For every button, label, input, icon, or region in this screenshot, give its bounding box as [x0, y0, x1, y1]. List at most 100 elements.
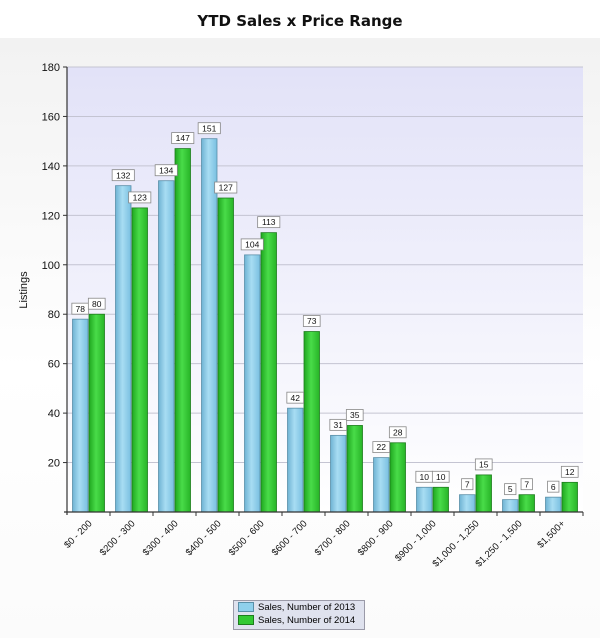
value-label-box — [111, 169, 135, 182]
y-tick-label: 140 — [42, 161, 60, 173]
bar — [330, 434, 347, 513]
value-label-box — [286, 391, 305, 404]
bar — [244, 254, 261, 513]
value-label: 132 — [116, 170, 130, 180]
bar — [502, 499, 519, 513]
legend-swatch — [238, 615, 254, 626]
legend-item: Sales, Number of 2013 — [234, 601, 364, 614]
value-label: 15 — [479, 460, 489, 470]
value-label-box — [431, 470, 450, 483]
value-label-box — [171, 132, 195, 144]
value-label-box — [240, 238, 264, 251]
value-label-box — [474, 458, 493, 471]
value-label: 80 — [92, 299, 102, 309]
value-label: 28 — [393, 427, 403, 437]
value-label: 73 — [307, 316, 317, 326]
value-label-box — [547, 480, 560, 493]
bar — [115, 185, 132, 513]
y-tick-label: 100 — [42, 260, 60, 272]
bar — [88, 313, 105, 513]
bar — [72, 318, 89, 513]
chart-title: YTD Sales x Price Range — [197, 12, 403, 30]
value-label: 147 — [176, 133, 190, 143]
y-tick-label: 60 — [48, 359, 60, 371]
bar-chart: 78 80132123134147151127104113427331352228… — [18, 62, 584, 569]
value-label: 104 — [245, 239, 259, 249]
x-tick-label: $400 - 500 — [184, 518, 224, 558]
bar — [432, 486, 449, 513]
value-label-box — [388, 426, 407, 439]
bar — [545, 496, 562, 513]
value-label-box — [560, 465, 579, 478]
bar — [201, 138, 218, 513]
bar — [260, 232, 277, 513]
y-tick-label: 40 — [48, 408, 60, 420]
x-tick-label: $0 - 200 — [62, 518, 94, 550]
x-tick-labels: $0 - 200 $200 - 300 $300 - 400 $400 - 500 $5… — [62, 518, 568, 569]
value-label: 113 — [262, 217, 276, 227]
legend-swatch — [238, 602, 254, 613]
y-axis-label: Listings — [18, 271, 30, 309]
value-label: 123 — [133, 193, 147, 203]
bar — [459, 494, 476, 513]
value-label: 6 — [551, 482, 556, 492]
value-label-box — [257, 216, 281, 229]
x-tick-label: $700 - 800 — [313, 518, 353, 558]
x-tick-label: $600 - 700 — [270, 518, 310, 558]
value-label: 35 — [350, 410, 360, 420]
bar — [346, 425, 363, 513]
plot-area — [67, 67, 583, 512]
y-tick-label: 20 — [48, 458, 60, 470]
bar — [561, 481, 578, 513]
value-label-box — [461, 478, 474, 491]
legend-label: Sales, Number of 2013 — [258, 602, 356, 613]
value-label: 127 — [219, 183, 233, 193]
y-tick-label: 180 — [42, 62, 60, 74]
legend-label: Sales, Number of 2014 — [258, 615, 356, 626]
value-label-box — [372, 441, 391, 454]
y-tick-label: 80 — [48, 309, 60, 321]
bar — [518, 494, 535, 513]
value-label: 7 — [465, 479, 470, 489]
value-label: 134 — [159, 165, 173, 175]
value-label: 5 — [508, 484, 513, 494]
value-label: 7 — [524, 479, 529, 489]
value-label-box — [504, 483, 517, 496]
y-tick-label: 120 — [42, 210, 60, 222]
value-label: 10 — [436, 472, 446, 482]
legend-item: Sales, Number of 2014 — [234, 614, 364, 627]
bar — [303, 331, 320, 513]
value-label: 31 — [334, 420, 344, 430]
value-label-box — [345, 409, 364, 421]
x-tick-label: $1,500+ — [535, 518, 568, 551]
value-label: 78 — [76, 304, 86, 314]
y-tick-labels: 20 40 60 80 100 120 140 160 180 — [42, 62, 60, 470]
value-label-box — [520, 478, 533, 491]
bar — [131, 207, 148, 513]
bar — [174, 148, 191, 513]
bar — [287, 407, 304, 513]
y-tick-label: 160 — [42, 111, 60, 123]
value-label-box — [87, 297, 106, 310]
value-label-box — [302, 315, 321, 327]
value-labels: 78 80132123134147151127104113427331352228… — [71, 122, 579, 496]
value-label-box — [197, 122, 221, 135]
value-label-box — [329, 418, 348, 431]
value-label: 10 — [420, 472, 430, 482]
value-label-box — [154, 164, 178, 177]
x-tick-label: $500 - 600 — [227, 518, 267, 558]
value-label-box — [128, 191, 152, 204]
bar — [217, 197, 234, 513]
gridlines — [63, 66, 584, 516]
value-label-box — [214, 181, 238, 194]
value-label: 151 — [202, 123, 216, 133]
x-tick-label: $800 - 900 — [356, 518, 396, 558]
bar — [389, 442, 406, 513]
value-label: 12 — [565, 467, 575, 477]
legend: Sales, Number of 2013 Sales, Number of 20… — [233, 600, 365, 630]
bar — [416, 486, 433, 513]
bar — [475, 474, 492, 513]
bar — [373, 457, 390, 513]
x-tick-label: $900 - 1,000 — [393, 518, 439, 564]
bar — [158, 180, 175, 513]
